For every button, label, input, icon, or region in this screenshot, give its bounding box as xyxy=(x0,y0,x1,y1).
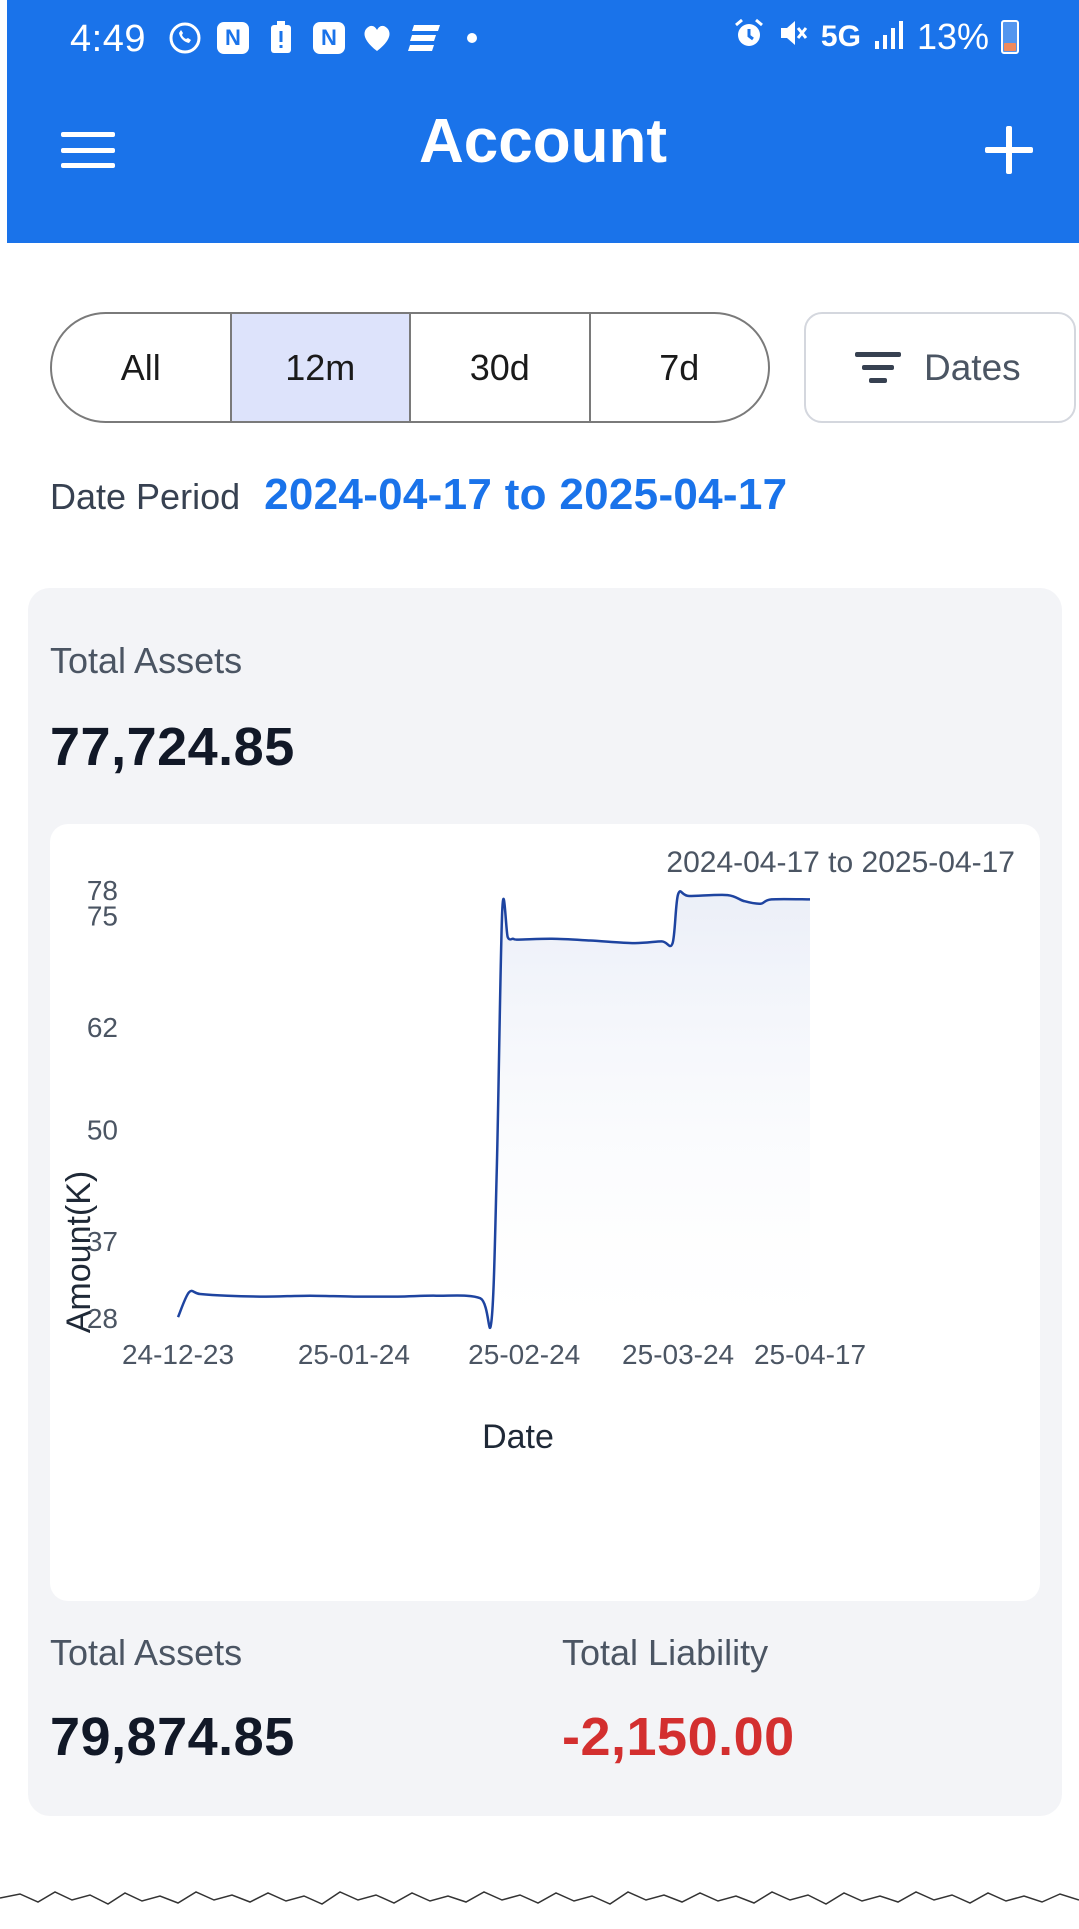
y-tick-label: 78 xyxy=(87,875,118,906)
y-tick-label: 28 xyxy=(87,1303,118,1334)
y-axis-label: Amount(K) xyxy=(60,1171,98,1334)
chart-title: 2024-04-17 to 2025-04-17 xyxy=(666,846,1015,879)
chart-series-line xyxy=(176,890,811,1330)
battery-level: 13% xyxy=(916,16,989,57)
status-bar: 4:49 N N xyxy=(7,0,1079,80)
battery-icon xyxy=(1001,20,1019,54)
y-tick-label: 62 xyxy=(87,1012,118,1043)
date-period-value: 2024-04-17 to 2025-04-17 xyxy=(264,470,788,519)
x-tick-label: 24-12-23 xyxy=(122,1339,234,1370)
menu-icon-line xyxy=(61,147,115,153)
chart-area-fill xyxy=(178,891,810,1328)
y-tick-label: 50 xyxy=(87,1115,118,1146)
menu-button[interactable] xyxy=(57,124,119,176)
menu-icon-line xyxy=(61,163,115,168)
dates-filter-button[interactable]: Dates xyxy=(804,312,1076,423)
add-button[interactable] xyxy=(977,118,1041,182)
app-icon: N xyxy=(311,20,347,56)
total-liability-value: -2,150.00 xyxy=(562,1707,795,1767)
page-title: Account xyxy=(419,107,667,176)
total-liability-label: Total Liability xyxy=(562,1632,769,1673)
range-tab-all[interactable]: All xyxy=(52,314,232,421)
y-tick-label: 37 xyxy=(87,1226,118,1257)
notification-icons: N N xyxy=(167,20,477,56)
range-selector: All 12m 30d 7d xyxy=(50,312,770,423)
bottom-total-assets-value: 79,874.85 xyxy=(50,1707,295,1767)
range-tab-30d[interactable]: 30d xyxy=(411,314,591,421)
total-assets-value: 77,724.85 xyxy=(50,717,295,777)
x-axis-label: Date xyxy=(482,1418,554,1456)
summary-card: Total Assets 77,724.85 28 37 50 62 75 78 24-12… xyxy=(28,588,1062,1816)
battery-alert-icon xyxy=(263,20,299,56)
app-icon: N xyxy=(215,20,251,56)
more-notifications-dot xyxy=(467,33,477,43)
menu-icon xyxy=(61,132,115,137)
x-tick-label: 25-03-24 xyxy=(622,1339,734,1370)
total-assets-label: Total Assets xyxy=(50,640,243,681)
app-bar: Account xyxy=(7,80,1079,243)
signal-icon xyxy=(873,16,905,58)
header: 4:49 N N xyxy=(7,0,1079,243)
date-period-label: Date Period xyxy=(50,476,241,517)
x-tick-label: 25-01-24 xyxy=(298,1339,410,1370)
app-icon xyxy=(407,20,443,56)
dates-button-label: Dates xyxy=(924,346,1021,388)
alarm-icon xyxy=(733,16,765,58)
assets-chart: 28 37 50 62 75 78 24-12-23 25-01-24 25-02-24 25-0… xyxy=(50,824,1040,1601)
filter-icon xyxy=(854,350,902,386)
health-icon xyxy=(359,20,395,56)
status-right: 5G 13% xyxy=(733,16,1019,58)
mute-icon xyxy=(777,16,809,58)
y-tick-label: 75 xyxy=(87,901,118,932)
date-period-row: Date Period 2024-04-17 to 2025-04-17 xyxy=(50,470,787,520)
whatsapp-icon xyxy=(167,20,203,56)
torn-edge xyxy=(0,1891,1079,1929)
range-tab-7d[interactable]: 7d xyxy=(659,346,700,388)
status-time: 4:49 xyxy=(70,18,146,60)
x-tick-label: 25-04-17 xyxy=(754,1339,866,1370)
range-tab-12m[interactable]: 12m xyxy=(231,314,411,421)
bottom-total-assets-label: Total Assets xyxy=(50,1632,243,1673)
x-tick-label: 25-02-24 xyxy=(468,1339,580,1370)
network-type: 5G xyxy=(820,20,861,53)
